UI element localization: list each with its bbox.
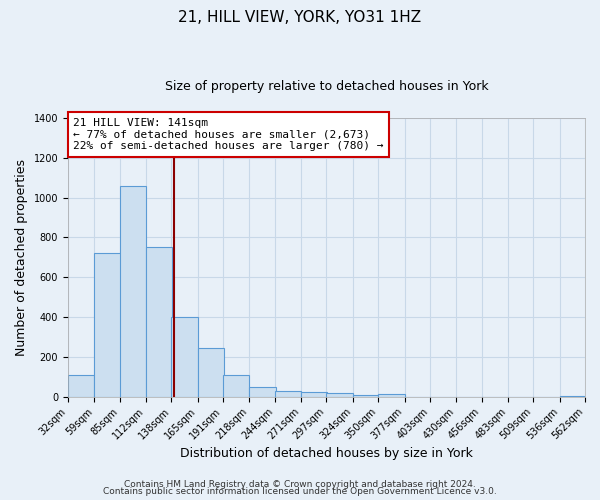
X-axis label: Distribution of detached houses by size in York: Distribution of detached houses by size … — [180, 447, 473, 460]
Bar — [560, 396, 586, 397]
Bar — [378, 394, 404, 397]
Y-axis label: Number of detached properties: Number of detached properties — [15, 159, 28, 356]
Bar — [119, 186, 146, 397]
Bar — [275, 391, 301, 397]
Bar — [68, 376, 94, 397]
Text: 21 HILL VIEW: 141sqm
← 77% of detached houses are smaller (2,673)
22% of semi-de: 21 HILL VIEW: 141sqm ← 77% of detached h… — [73, 118, 383, 151]
Bar — [301, 392, 328, 397]
Bar — [94, 254, 121, 397]
Bar — [197, 348, 224, 397]
Bar — [223, 375, 250, 397]
Title: Size of property relative to detached houses in York: Size of property relative to detached ho… — [164, 80, 488, 93]
Text: Contains public sector information licensed under the Open Government Licence v3: Contains public sector information licen… — [103, 488, 497, 496]
Bar — [250, 387, 276, 397]
Bar — [172, 317, 197, 397]
Text: Contains HM Land Registry data © Crown copyright and database right 2024.: Contains HM Land Registry data © Crown c… — [124, 480, 476, 489]
Bar — [353, 395, 379, 397]
Bar — [146, 248, 172, 397]
Bar — [326, 393, 353, 397]
Text: 21, HILL VIEW, YORK, YO31 1HZ: 21, HILL VIEW, YORK, YO31 1HZ — [178, 10, 422, 25]
